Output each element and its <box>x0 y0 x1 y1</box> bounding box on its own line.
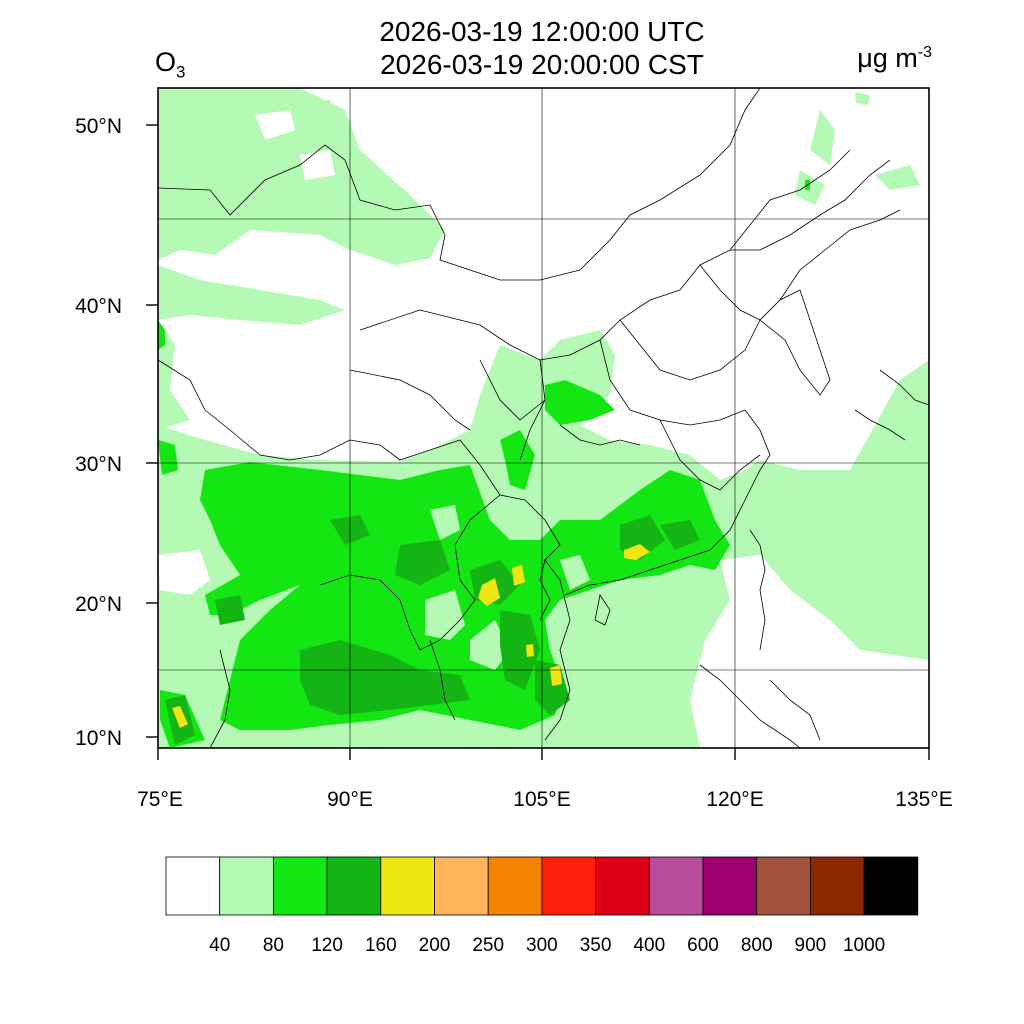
colorbar-level-label: 1000 <box>843 935 885 956</box>
species-label: O3 <box>155 47 186 82</box>
colorbar-level-label: 600 <box>687 935 719 956</box>
colorbar-swatch <box>165 856 221 916</box>
boundaries <box>158 88 929 748</box>
lon-tick-labels: 75°E 90°E 105°E 120°E 135°E <box>137 788 953 811</box>
title-cst: 2026-03-19 20:00:00 CST <box>380 49 704 80</box>
colorbar-swatch <box>810 856 865 916</box>
graticule <box>158 88 929 748</box>
colorbar-level-label: 80 <box>263 935 284 956</box>
title-utc: 2026-03-19 12:00:00 UTC <box>379 16 705 47</box>
lat-tick-label: 10°N <box>75 727 122 750</box>
lat-tick-label: 40°N <box>75 295 122 318</box>
colorbar-swatch <box>380 856 435 916</box>
colorbar-level-label: 300 <box>526 935 558 956</box>
colorbar-swatch <box>219 856 274 916</box>
lat-tick-label: 20°N <box>75 593 122 616</box>
lat-tick-labels: 50°N 40°N 30°N 20°N 10°N <box>75 115 122 750</box>
ozone-field <box>158 88 929 748</box>
colorbar-swatch <box>487 856 543 916</box>
colorbar-level-label: 350 <box>580 935 612 956</box>
colorbar-swatch <box>756 856 811 916</box>
colorbar-swatch <box>863 856 919 916</box>
colorbar-level-label: 800 <box>741 935 773 956</box>
colorbar-level-label: 900 <box>795 935 827 956</box>
lat-tick-label: 30°N <box>75 453 122 476</box>
colorbar-level-label: 250 <box>472 935 504 956</box>
lon-tick-label: 120°E <box>706 788 763 811</box>
ozone-160-200-region <box>172 544 650 728</box>
colorbar-swatch <box>326 856 382 916</box>
lon-tick-label: 135°E <box>895 788 952 811</box>
ozone-120-160-region <box>165 515 700 745</box>
lat-tick-label: 50°N <box>75 115 122 138</box>
colorbar-level-label: 40 <box>209 935 230 956</box>
lon-tick-label: 75°E <box>137 788 183 811</box>
colorbar: 40 80 120 160 200 250 300 350 400 600 800 900 1000 <box>165 856 919 956</box>
ozone-below-40-holes <box>158 90 929 748</box>
colorbar-swatch <box>434 856 489 916</box>
colorbar-level-label: 400 <box>633 935 665 956</box>
colorbar-level-label: 200 <box>419 935 451 956</box>
colorbar-swatch <box>541 856 597 916</box>
lon-tick-label: 90°E <box>327 788 373 811</box>
colorbar-swatch <box>702 856 758 916</box>
colorbar-swatch <box>595 856 650 916</box>
colorbar-swatch <box>648 856 704 916</box>
colorbar-level-label: 120 <box>311 935 343 956</box>
colorbar-swatch <box>272 856 328 916</box>
lon-tick-label: 105°E <box>513 788 570 811</box>
map-frame <box>157 87 930 749</box>
axis-ticks <box>146 124 930 760</box>
colorbar-level-label: 160 <box>365 935 397 956</box>
units-label: μg m-3 <box>857 43 932 73</box>
